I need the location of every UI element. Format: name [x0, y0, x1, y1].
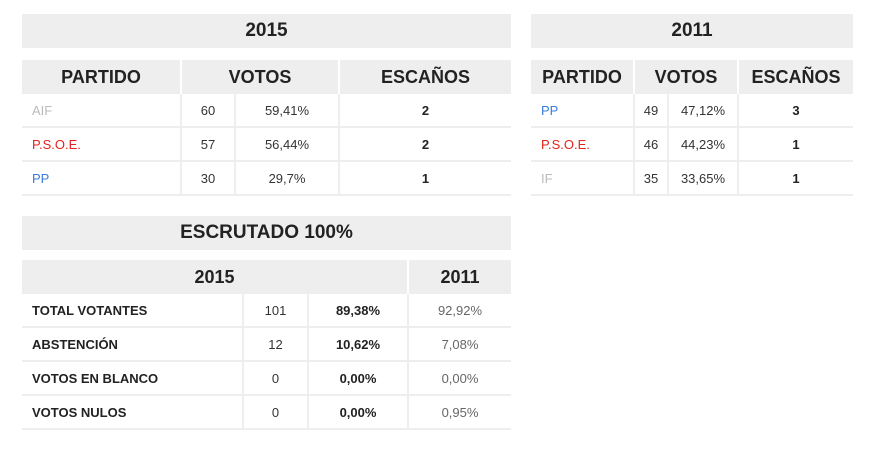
header-votos: VOTOS [635, 60, 739, 94]
scrutiny-title: ESCRUTADO 100% [22, 216, 511, 250]
votes-percent: 47,12% [669, 94, 739, 128]
party-name: PP [531, 94, 635, 128]
seats-count: 1 [739, 128, 853, 162]
header-partido: PARTIDO [22, 60, 182, 94]
percent-2015: 10,62% [309, 328, 409, 362]
votes-count: 30 [182, 162, 236, 196]
table-row: IF 35 33,65% 1 [531, 162, 853, 196]
party-name: PP [22, 162, 182, 196]
votes-count: 35 [635, 162, 669, 196]
count-2015: 0 [244, 396, 309, 430]
row-label: ABSTENCIÓN [22, 328, 244, 362]
table-row: P.S.O.E. 57 56,44% 2 [22, 128, 511, 162]
table-row: P.S.O.E. 46 44,23% 1 [531, 128, 853, 162]
seats-count: 3 [739, 94, 853, 128]
results-2015-panel: 2015 PARTIDO VOTOS ESCAÑOS AIF 60 59,41%… [22, 14, 511, 196]
header-votos: VOTOS [182, 60, 340, 94]
percent-2015: 0,00% [309, 396, 409, 430]
count-2015: 101 [244, 294, 309, 328]
votes-percent: 59,41% [236, 94, 340, 128]
table-row: AIF 60 59,41% 2 [22, 94, 511, 128]
seats-count: 1 [739, 162, 853, 196]
party-name: P.S.O.E. [22, 128, 182, 162]
votes-count: 57 [182, 128, 236, 162]
header-escanos: ESCAÑOS [340, 60, 511, 94]
seats-count: 1 [340, 162, 511, 196]
table-row: ABSTENCIÓN 12 10,62% 7,08% [22, 328, 511, 362]
count-2015: 0 [244, 362, 309, 396]
count-2015: 12 [244, 328, 309, 362]
party-name: AIF [22, 94, 182, 128]
table-row: PP 49 47,12% 3 [531, 94, 853, 128]
party-name: IF [531, 162, 635, 196]
votes-percent: 29,7% [236, 162, 340, 196]
party-name: P.S.O.E. [531, 128, 635, 162]
results-2015-title: 2015 [22, 14, 511, 48]
seats-count: 2 [340, 94, 511, 128]
votes-count: 49 [635, 94, 669, 128]
percent-2015: 0,00% [309, 362, 409, 396]
votes-percent: 44,23% [669, 128, 739, 162]
results-2011-title: 2011 [531, 14, 853, 48]
votes-count: 60 [182, 94, 236, 128]
table-row: VOTOS NULOS 0 0,00% 0,95% [22, 396, 511, 430]
percent-2011: 0,00% [409, 362, 511, 396]
votes-count: 46 [635, 128, 669, 162]
table-row: VOTOS EN BLANCO 0 0,00% 0,00% [22, 362, 511, 396]
results-2011-panel: 2011 PARTIDO VOTOS ESCAÑOS PP 49 47,12% … [531, 14, 853, 196]
row-label: TOTAL VOTANTES [22, 294, 244, 328]
percent-2015: 89,38% [309, 294, 409, 328]
row-label: VOTOS NULOS [22, 396, 244, 430]
scrutiny-panel: ESCRUTADO 100% 2015 2011 TOTAL VOTANTES … [22, 216, 511, 430]
results-2011-table: PARTIDO VOTOS ESCAÑOS PP 49 47,12% 3 P.S… [531, 60, 853, 196]
percent-2011: 0,95% [409, 396, 511, 430]
scrutiny-table: 2015 2011 TOTAL VOTANTES 101 89,38% 92,9… [22, 260, 511, 430]
table-row: TOTAL VOTANTES 101 89,38% 92,92% [22, 294, 511, 328]
percent-2011: 7,08% [409, 328, 511, 362]
percent-2011: 92,92% [409, 294, 511, 328]
table-row: PP 30 29,7% 1 [22, 162, 511, 196]
seats-count: 2 [340, 128, 511, 162]
header-2011: 2011 [409, 260, 511, 294]
results-2015-table: PARTIDO VOTOS ESCAÑOS AIF 60 59,41% 2 P.… [22, 60, 511, 196]
header-partido: PARTIDO [531, 60, 635, 94]
row-label: VOTOS EN BLANCO [22, 362, 244, 396]
votes-percent: 56,44% [236, 128, 340, 162]
header-escanos: ESCAÑOS [739, 60, 853, 94]
header-2015: 2015 [22, 260, 409, 294]
votes-percent: 33,65% [669, 162, 739, 196]
